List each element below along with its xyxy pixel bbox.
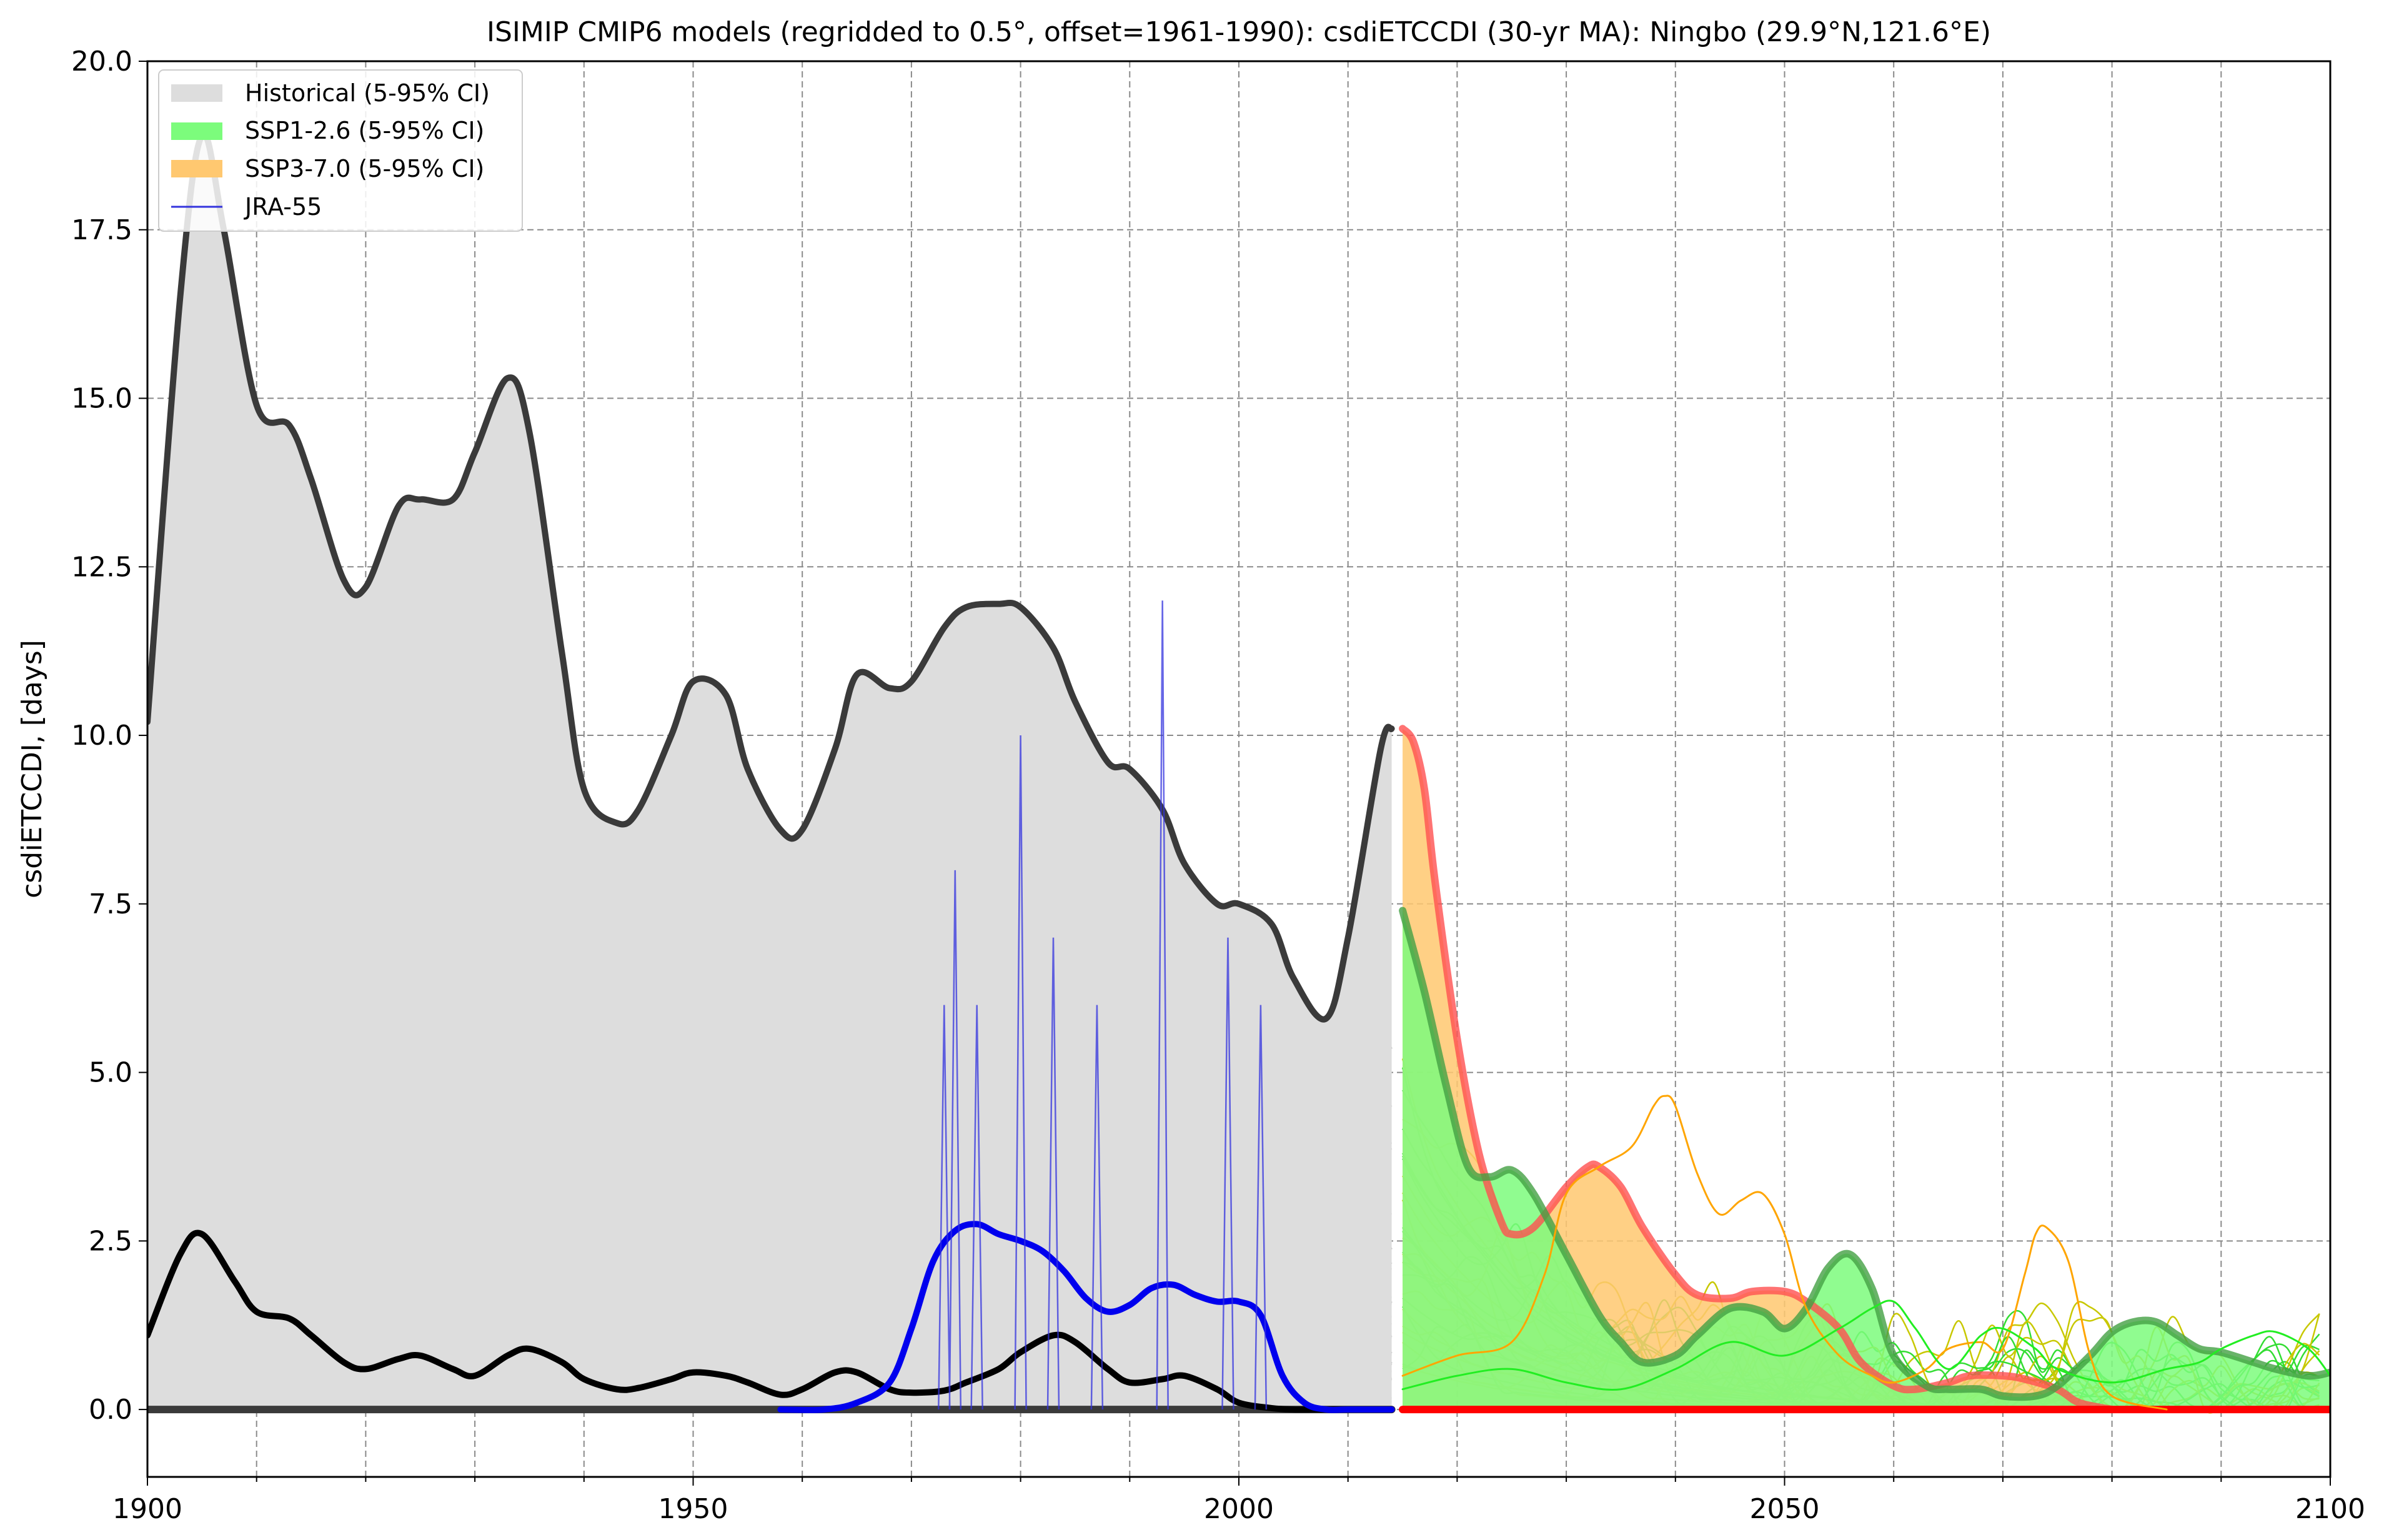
y-tick-label: 17.5 xyxy=(71,214,132,246)
y-tick-label: 10.0 xyxy=(71,720,132,752)
chart-title: ISIMIP CMIP6 models (regridded to 0.5°, … xyxy=(487,16,1991,48)
ssp3-7-0-upper-line xyxy=(1399,725,2116,1414)
y-tick-label: 2.5 xyxy=(89,1225,132,1257)
historical-median-line xyxy=(147,1230,1395,1413)
y-tick-label: 7.5 xyxy=(89,888,132,920)
historical-upper-line xyxy=(147,131,1395,1023)
historical-5-95-ci-band xyxy=(147,134,1392,1410)
legend-label-ssp370: SSP3-7.0 (5-95% CI) xyxy=(245,155,484,182)
legend-label-jra55: JRA-55 xyxy=(244,193,322,221)
legend: Historical (5-95% CI) SSP1-2.6 (5-95% CI… xyxy=(158,69,523,232)
x-tick-label: 2050 xyxy=(1750,1493,1820,1525)
x-tick-label: 2000 xyxy=(1204,1493,1274,1525)
y-tick-label: 5.0 xyxy=(89,1057,132,1089)
x-tick-label: 2100 xyxy=(2295,1493,2365,1525)
legend-label-ssp126: SSP1-2.6 (5-95% CI) xyxy=(245,117,484,144)
ssp1-2-6-upper-line xyxy=(1399,907,2330,1401)
legend-label-historical: Historical (5-95% CI) xyxy=(245,79,490,107)
legend-frame xyxy=(158,69,523,232)
ssp3-7-0-member-line xyxy=(1401,1095,2168,1411)
jra55-spikes xyxy=(938,600,1268,1410)
series-lines xyxy=(147,131,2330,1414)
y-tick-label: 12.5 xyxy=(71,551,132,583)
y-tick-label: 15.0 xyxy=(71,383,132,415)
legend-swatch-ssp370 xyxy=(171,160,222,177)
x-tick-label: 1950 xyxy=(658,1493,728,1525)
legend-swatch-ssp126 xyxy=(171,122,222,140)
x-tick-label: 1900 xyxy=(112,1493,182,1525)
legend-swatch-historical xyxy=(171,84,222,102)
ssp3-7-0-5-95-ci-band xyxy=(1403,728,2112,1410)
ssp1-2-6-member-line xyxy=(1401,1299,2330,1391)
y-tick-label: 20.0 xyxy=(71,46,132,77)
y-axis-label: csdiETCCDI, [days] xyxy=(16,640,48,898)
axis-ticks: 1900 1950 2000 2050 2100 0.0 2.5 5.0 7.5 10.0 12.5… xyxy=(71,46,2365,1525)
y-tick-label: 0.0 xyxy=(89,1394,132,1426)
